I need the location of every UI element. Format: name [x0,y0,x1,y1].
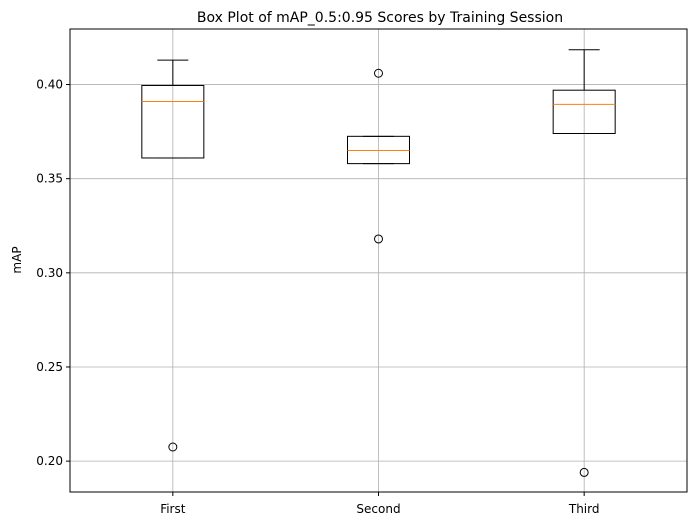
box-first [141,59,205,452]
outlier-point [374,234,383,244]
grid-lines [70,29,687,492]
box-body [552,89,616,134]
y-tick-label: 0.20 [36,454,63,468]
box-third [552,49,616,477]
x-tick-label: First [160,502,186,516]
chart-title: Box Plot of mAP_0.5:0.95 Scores by Train… [197,10,563,26]
box-body [141,84,205,159]
y-tick-label: 0.30 [36,266,63,280]
y-axis-label: mAP [10,246,24,273]
y-tick-label: 0.25 [36,360,63,374]
plot-frame [69,28,688,493]
boxes [141,49,616,477]
x-tick-label: Third [568,502,600,516]
y-tick-label: 0.35 [36,172,63,186]
y-tick-label: 0.40 [36,78,63,92]
outlier-point [168,442,178,452]
axis-ticks: 0.20 0.25 0.30 0.35 0.40 First Second Third [36,78,599,516]
box-second [347,68,410,244]
outlier-point [579,467,589,477]
x-tick-label: Second [356,502,400,516]
outlier-point [374,68,383,78]
